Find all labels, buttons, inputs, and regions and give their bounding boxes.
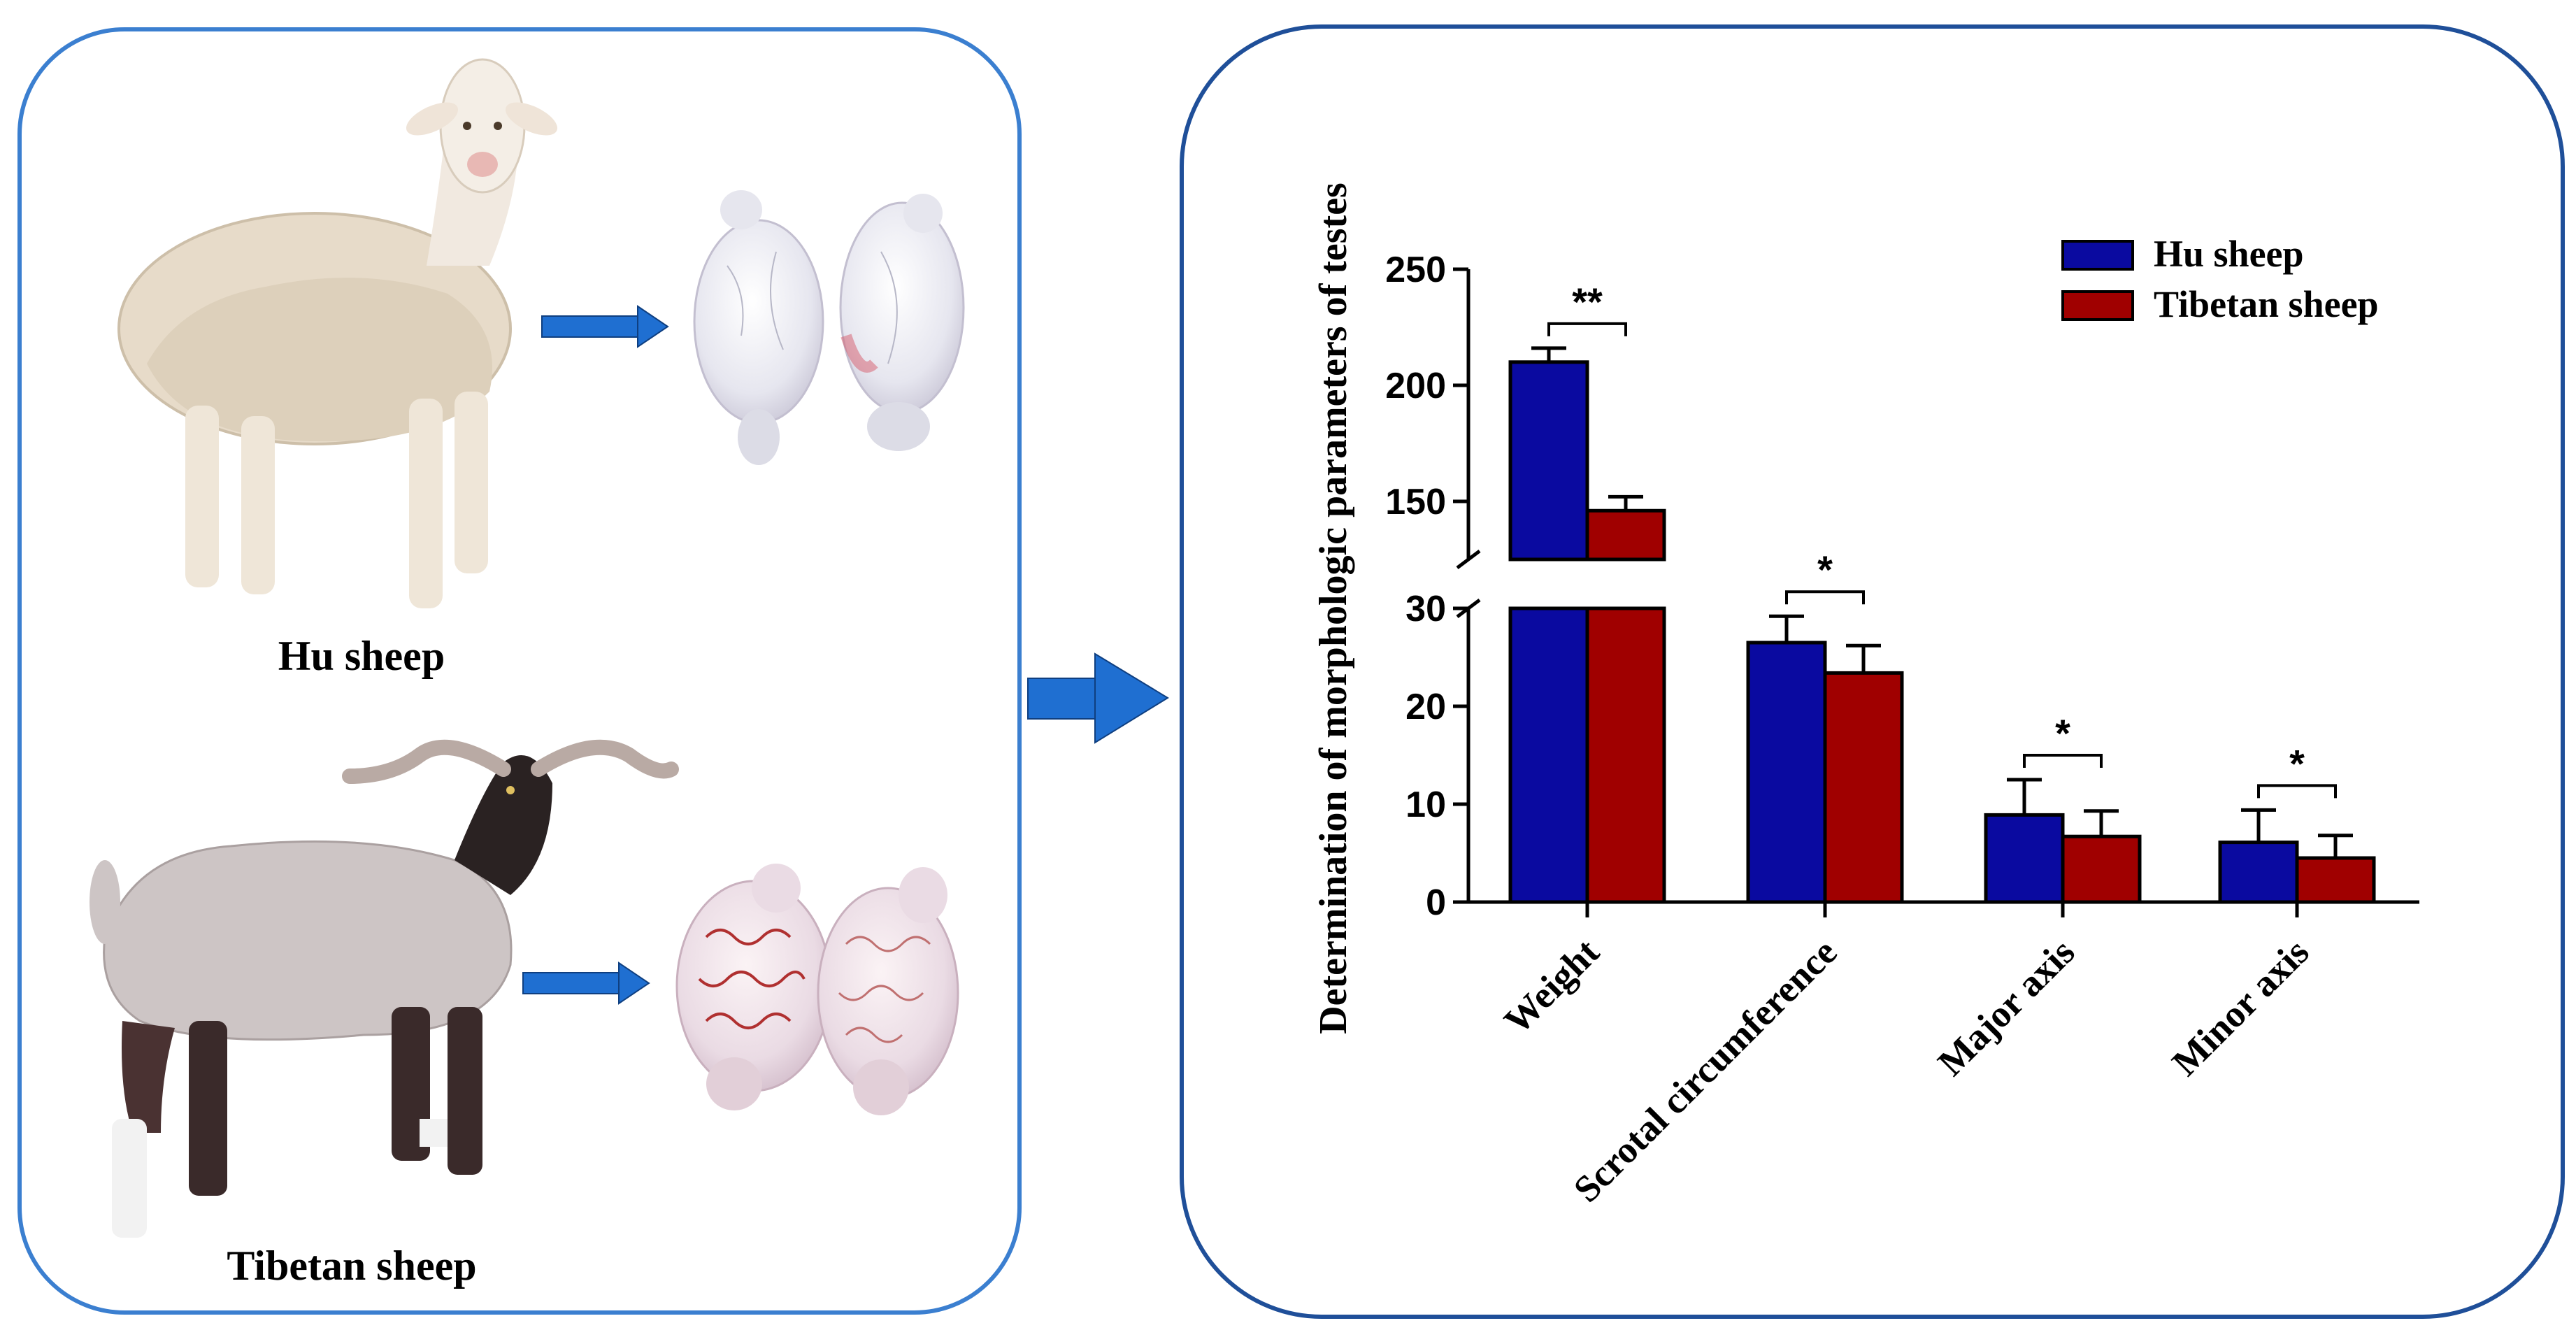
hu-testes-image <box>693 190 965 465</box>
bar-tibetan <box>2061 834 2142 904</box>
y-axis-label: Determination of morphologic parameters … <box>1312 183 1355 1034</box>
significance-bracket <box>2257 784 2337 799</box>
tibetan-arrow <box>522 961 650 1005</box>
x-tick-label: Major axis <box>1930 931 2083 1084</box>
hu-sheep-label: Hu sheep <box>278 633 445 679</box>
y-tick-label: 10 <box>1405 785 1446 825</box>
center-arrow <box>1027 652 1169 744</box>
tibetan-sheep-label: Tibetan sheep <box>227 1243 476 1289</box>
significance-bracket <box>1785 590 1865 605</box>
bar-tibetan <box>1585 508 1666 562</box>
x-tick-label: Minor axis <box>2164 931 2317 1084</box>
y-tick-label: 0 <box>1426 882 1446 923</box>
bar-hu-lower <box>1508 606 1589 904</box>
y-tick-label: 150 <box>1385 482 1446 522</box>
bar-hu <box>2218 841 2299 904</box>
significance-label: * <box>1817 548 1833 592</box>
y-tick-label: 30 <box>1405 589 1446 629</box>
bar-tibetan-lower <box>1585 606 1666 904</box>
bar-tibetan <box>1823 671 1904 904</box>
right-panel: 0 10 20 30 150 200 250 Determination of morphol… <box>1180 24 2565 1319</box>
legend-label-hu: Hu sheep <box>2154 233 2304 275</box>
legend-label-tibetan: Tibetan sheep <box>2154 283 2379 325</box>
right-panel-border <box>1180 24 2565 1319</box>
significance-label: * <box>2055 711 2070 755</box>
tibetan-testes-image <box>675 864 959 1115</box>
axis-break-mark <box>1456 550 1481 569</box>
significance-label: * <box>2289 741 2305 785</box>
y-tick-label: 20 <box>1405 687 1446 727</box>
left-panel-border <box>17 27 1022 1315</box>
hu-arrow <box>541 305 669 348</box>
bar-hu <box>1984 813 2065 904</box>
tibetan-sheep-image <box>90 739 679 1238</box>
left-panel: Hu sheep <box>17 27 1022 1315</box>
bar-hu <box>1746 641 1827 904</box>
y-tick-label: 200 <box>1385 366 1446 406</box>
bar-hu <box>1508 360 1589 562</box>
legend-swatch-hu <box>2061 240 2134 271</box>
hu-sheep-image <box>117 58 558 608</box>
x-tick-label: Weight <box>1496 931 1607 1042</box>
legend-swatch-tibetan <box>2061 290 2134 321</box>
y-tick-label: 250 <box>1385 250 1446 290</box>
x-tick-label: Scrotal circumference <box>1566 931 1845 1210</box>
bar-chart: 0 10 20 30 150 200 250 Determination of morphol… <box>1312 183 2419 1210</box>
bar-tibetan <box>2295 856 2376 904</box>
significance-bracket <box>2023 754 2103 768</box>
significance-bracket <box>1547 322 1627 336</box>
significance-label: ** <box>1572 280 1603 324</box>
